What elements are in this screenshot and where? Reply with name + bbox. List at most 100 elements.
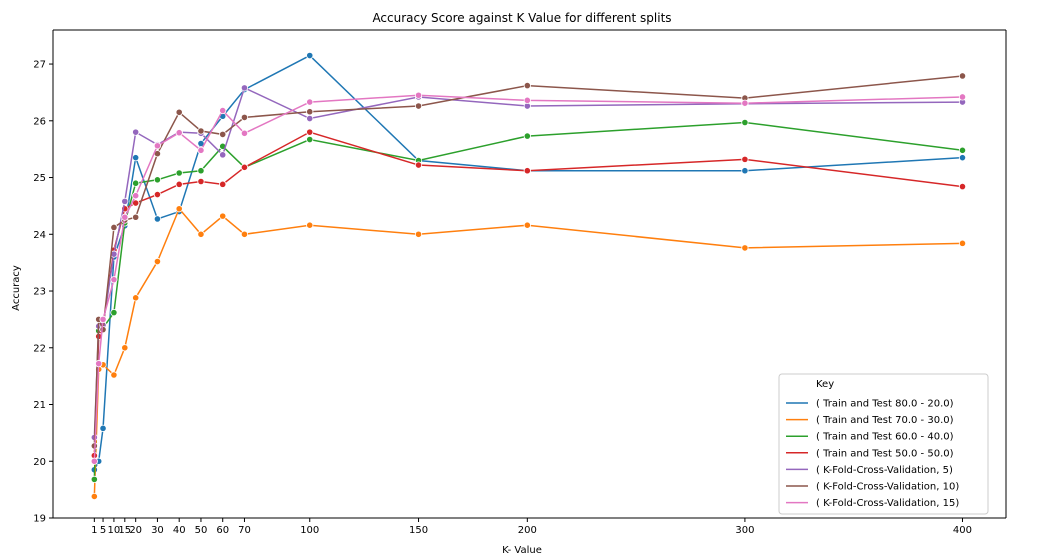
y-tick-label: 25	[33, 173, 46, 184]
data-point	[414, 102, 423, 110]
legend-entry: ( Train and Test 80.0 - 20.0)	[816, 399, 954, 410]
x-tick-label: 50	[195, 525, 208, 536]
data-point	[958, 93, 967, 101]
data-point	[240, 129, 249, 137]
data-point	[175, 129, 183, 137]
data-point	[99, 326, 107, 334]
data-point	[175, 205, 183, 213]
x-tick-label: 100	[300, 525, 319, 536]
series-line	[93, 75, 963, 446]
data-point	[95, 360, 103, 368]
x-tick-label: 15	[118, 525, 131, 536]
series-line	[93, 86, 963, 438]
y-tick-label: 26	[33, 116, 46, 127]
data-point	[175, 108, 183, 116]
data-point	[219, 130, 227, 139]
x-tick-label: 1	[91, 525, 97, 536]
data-point	[175, 169, 183, 177]
data-point	[99, 424, 107, 432]
legend-entry: ( Train and Test 70.0 - 30.0)	[816, 415, 954, 426]
data-point	[306, 98, 314, 106]
legend-entry: ( K-Fold-Cross-Validation, 15)	[816, 498, 959, 509]
data-point	[99, 315, 107, 323]
data-point	[306, 51, 314, 60]
series-4	[90, 128, 967, 460]
data-point	[132, 154, 140, 162]
series-layer	[90, 51, 967, 501]
data-point	[110, 371, 118, 379]
data-point	[240, 163, 249, 171]
data-point	[110, 308, 118, 317]
data-point	[132, 179, 140, 187]
data-point	[958, 154, 967, 162]
series-7	[90, 91, 967, 465]
x-tick-label: 10	[108, 525, 121, 536]
data-point	[132, 294, 140, 302]
series-line	[93, 54, 963, 471]
series-line	[93, 94, 963, 462]
x-tick-label: 5	[100, 525, 106, 536]
data-point	[219, 180, 227, 188]
data-point	[132, 213, 140, 221]
data-point	[153, 215, 162, 223]
legend: Key ( Train and Test 80.0 - 20.0) ( Train…	[778, 373, 989, 515]
data-point	[197, 167, 205, 175]
data-point	[741, 118, 749, 127]
data-point	[958, 146, 967, 154]
legend-box	[778, 373, 989, 515]
data-point	[306, 221, 314, 229]
data-point	[414, 161, 423, 169]
data-point	[219, 106, 227, 115]
y-tick-label: 21	[33, 400, 46, 411]
data-point	[958, 72, 967, 80]
data-point	[110, 276, 118, 284]
data-point	[153, 257, 162, 266]
data-point	[306, 108, 314, 116]
data-point	[240, 84, 249, 92]
x-tick-label: 200	[518, 525, 537, 536]
data-point	[240, 113, 249, 121]
data-point	[741, 167, 749, 175]
data-point	[153, 176, 162, 184]
data-point	[240, 230, 249, 238]
x-tick-label: 30	[151, 525, 164, 536]
x-tick-label: 300	[735, 525, 754, 536]
data-point	[741, 155, 749, 163]
y-axis-label: Accuracy	[11, 265, 22, 311]
y-tick-label: 23	[33, 287, 46, 298]
data-point	[741, 244, 749, 252]
x-tick-label: 70	[238, 525, 251, 536]
legend-title: Key	[816, 379, 834, 390]
legend-entry: ( K-Fold-Cross-Validation, 5)	[816, 465, 953, 476]
data-point	[958, 183, 967, 191]
y-axis-ticks: 19 20 21 22 23 24 25 26 27	[33, 60, 53, 525]
data-point	[414, 91, 423, 99]
x-tick-label: 20	[129, 525, 142, 536]
y-tick-label: 24	[33, 230, 46, 241]
series-line	[93, 121, 963, 480]
data-point	[523, 96, 531, 104]
data-point	[306, 135, 314, 144]
data-point	[153, 190, 162, 199]
legend-entry: ( K-Fold-Cross-Validation, 10)	[816, 482, 959, 493]
series-line	[93, 207, 963, 497]
data-point	[523, 82, 531, 90]
y-tick-label: 20	[33, 457, 46, 468]
data-point	[197, 146, 205, 154]
data-point	[132, 192, 140, 200]
x-tick-label: 60	[216, 525, 229, 536]
data-point	[741, 99, 749, 107]
data-point	[523, 167, 531, 175]
x-tick-label: 40	[173, 525, 186, 536]
data-point	[132, 128, 140, 136]
y-tick-label: 27	[33, 60, 46, 71]
y-tick-label: 22	[33, 343, 46, 354]
data-point	[523, 221, 531, 229]
data-point	[121, 213, 129, 221]
data-point	[414, 230, 423, 238]
chart-title: Accuracy Score against K Value for diffe…	[372, 11, 671, 25]
data-point	[121, 197, 129, 205]
data-point	[219, 212, 227, 220]
